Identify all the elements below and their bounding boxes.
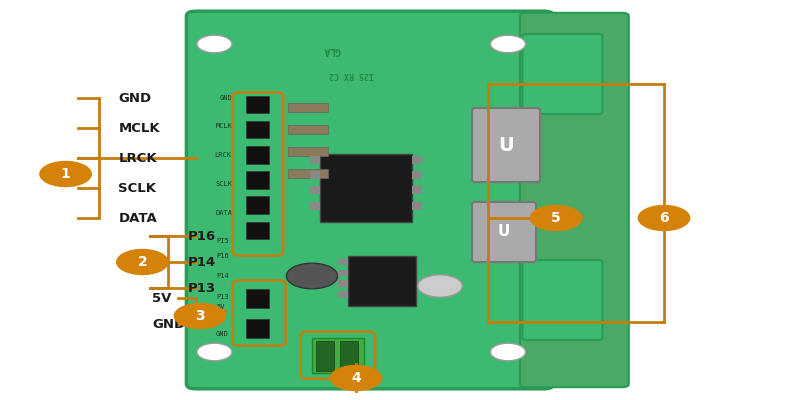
Text: SCLK: SCLK xyxy=(118,182,156,194)
Bar xyxy=(310,156,320,164)
Text: MCLK: MCLK xyxy=(118,122,160,134)
Circle shape xyxy=(116,249,169,275)
Bar xyxy=(246,222,269,239)
Text: P14: P14 xyxy=(216,273,229,279)
Bar xyxy=(348,256,416,306)
FancyBboxPatch shape xyxy=(472,202,536,262)
Bar xyxy=(310,202,320,210)
Circle shape xyxy=(490,35,526,53)
Text: 5: 5 xyxy=(551,211,561,225)
Bar xyxy=(340,341,358,371)
Text: 6: 6 xyxy=(659,211,669,225)
Bar xyxy=(312,338,364,373)
Text: MCLK: MCLK xyxy=(216,123,233,129)
Text: LRCK: LRCK xyxy=(214,152,231,158)
Circle shape xyxy=(490,343,526,361)
FancyBboxPatch shape xyxy=(522,260,602,340)
Text: I2S RX C2: I2S RX C2 xyxy=(330,70,374,78)
FancyBboxPatch shape xyxy=(520,13,629,387)
Bar xyxy=(246,196,269,214)
Bar xyxy=(338,280,348,287)
Text: P16: P16 xyxy=(188,230,216,242)
Text: 4: 4 xyxy=(351,371,361,385)
Text: 5V: 5V xyxy=(152,292,171,304)
Bar xyxy=(288,169,328,178)
Text: PI5: PI5 xyxy=(216,238,229,244)
Circle shape xyxy=(330,365,382,391)
Bar xyxy=(412,156,422,164)
Circle shape xyxy=(530,205,582,231)
Text: LRCK: LRCK xyxy=(118,152,157,164)
Text: GLA: GLA xyxy=(323,45,341,55)
Bar xyxy=(412,186,422,194)
Circle shape xyxy=(174,303,226,329)
Bar xyxy=(338,270,348,276)
FancyBboxPatch shape xyxy=(186,11,554,389)
Circle shape xyxy=(418,275,462,297)
Bar xyxy=(412,171,422,179)
Text: DATA: DATA xyxy=(216,210,233,216)
Bar xyxy=(246,171,269,189)
FancyBboxPatch shape xyxy=(522,34,602,114)
Text: U: U xyxy=(498,136,514,155)
Text: P13: P13 xyxy=(188,282,216,294)
Bar xyxy=(338,259,348,265)
Text: 1: 1 xyxy=(61,167,70,181)
Bar xyxy=(246,121,269,138)
Text: P16: P16 xyxy=(216,253,229,259)
Bar xyxy=(412,202,422,210)
Circle shape xyxy=(638,205,690,231)
Text: U: U xyxy=(498,224,510,240)
Bar xyxy=(288,103,328,112)
Bar xyxy=(310,171,320,179)
Circle shape xyxy=(39,161,92,187)
Circle shape xyxy=(197,35,232,53)
Bar xyxy=(246,96,269,113)
Text: 5V: 5V xyxy=(216,304,225,310)
Text: GND: GND xyxy=(118,92,151,104)
Bar xyxy=(316,341,334,371)
Bar xyxy=(338,291,348,298)
Text: 3: 3 xyxy=(195,309,205,323)
Circle shape xyxy=(286,263,338,289)
Text: CN4: CN4 xyxy=(216,352,229,358)
Text: P13: P13 xyxy=(216,294,229,300)
Text: GND: GND xyxy=(152,318,185,330)
Bar xyxy=(288,125,328,134)
Text: DATA: DATA xyxy=(118,212,157,224)
Bar xyxy=(320,154,412,222)
Bar xyxy=(246,289,269,308)
Text: 2: 2 xyxy=(138,255,147,269)
Bar xyxy=(246,319,269,338)
Text: SCLK: SCLK xyxy=(216,181,233,187)
Text: GND: GND xyxy=(220,95,233,101)
FancyBboxPatch shape xyxy=(472,108,540,182)
Text: P14: P14 xyxy=(188,256,216,268)
Bar xyxy=(310,186,320,194)
Circle shape xyxy=(197,343,232,361)
Bar xyxy=(246,146,269,164)
Bar xyxy=(288,147,328,156)
Text: GND: GND xyxy=(216,331,229,337)
